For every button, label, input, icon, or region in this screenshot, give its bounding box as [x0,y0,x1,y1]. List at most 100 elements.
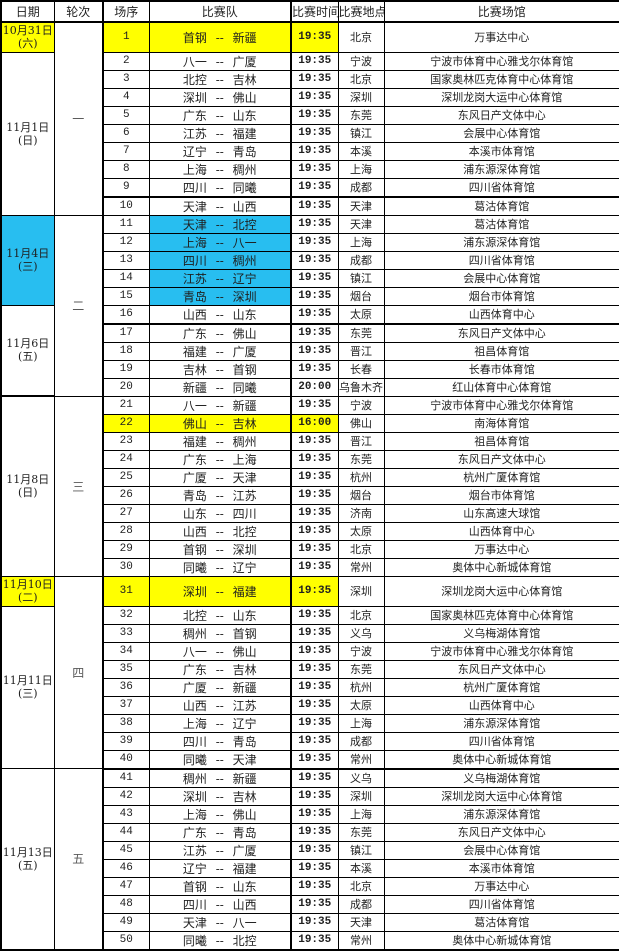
city-cell: 深圳 [337,786,385,806]
teams-cell: 佛山 -- 吉林 [148,413,292,433]
venue-cell: 祖昌体育馆 [383,341,619,361]
city-cell: 上海 [337,159,385,179]
venue-cell: 本溪市体育馆 [383,858,619,878]
teams-cell: 福建 -- 广厦 [148,341,292,361]
teams-cell: 青岛 -- 江苏 [148,485,292,505]
city-cell: 太原 [337,521,385,541]
match-row: 4 深圳 -- 佛山 19:35 深圳 深圳龙岗大运中心体育馆 [1,87,619,107]
teams-cell: 天津 -- 山西 [148,196,292,216]
city-cell: 晋江 [337,341,385,361]
teams-cell: 广厦 -- 天津 [148,467,292,487]
venue-cell: 东风日产文体中心 [383,323,619,343]
match-row: 22 佛山 -- 吉林 16:00 佛山 南海体育馆 [1,413,619,433]
city-cell: 北京 [337,21,385,53]
date-cell: 11月13日 (五) [0,768,55,950]
city-cell: 烟台 [337,286,385,306]
date-cell: 11月4日 (三) [0,214,55,306]
teams-cell: 新疆 -- 同曦 [148,377,292,397]
city-cell: 常州 [337,557,385,577]
teams-cell: 广东 -- 吉林 [148,659,292,679]
date-text: 11月6日 [6,337,50,351]
match-row: 13 四川 -- 稠州 19:35 成都 四川省体育馆 [1,250,619,270]
seq-cell: 41 [102,768,150,788]
venue-cell: 东风日产文体中心 [383,659,619,679]
teams-cell: 山东 -- 四川 [148,503,292,523]
city-cell: 义乌 [337,623,385,643]
match-row: 29 首钢 -- 深圳 19:35 北京 万事达中心 [1,539,619,559]
city-cell: 东莞 [337,105,385,125]
venue-cell: 浦东源深体育馆 [383,159,619,179]
teams-cell: 山西 -- 山东 [148,304,292,325]
match-row: 24 广东 -- 上海 19:35 东莞 东风日产文体中心 [1,449,619,469]
teams-cell: 山西 -- 北控 [148,521,292,541]
teams-cell: 广东 -- 上海 [148,449,292,469]
teams-cell: 广东 -- 青岛 [148,822,292,842]
seq-cell: 50 [102,930,150,950]
date-text: 11月10日 [2,578,53,591]
city-cell: 深圳 [337,575,385,607]
city-cell: 济南 [337,503,385,523]
seq-cell: 11 [102,214,150,234]
weekday-text: (三) [17,260,38,273]
time-cell: 19:35 [290,105,339,125]
time-cell: 19:35 [290,876,339,896]
venue-cell: 葛沽体育馆 [383,214,619,234]
match-row: 35 广东 -- 吉林 19:35 东莞 东风日产文体中心 [1,659,619,679]
time-cell: 19:35 [290,521,339,541]
time-cell: 19:35 [290,749,339,770]
venue-cell: 国家奥林匹克体育中心体育馆 [383,605,619,625]
city-cell: 北京 [337,876,385,896]
date-text: 11月11日 [2,674,53,688]
time-cell: 19:35 [290,449,339,469]
venue-cell: 会展中心体育馆 [383,123,619,143]
venue-cell: 宁波市体育中心雅戈尔体育馆 [383,395,619,415]
match-row: 20 新疆 -- 同曦 20:00 乌鲁木齐 红山体育中心体育馆 [1,377,619,397]
time-cell: 19:35 [290,822,339,842]
city-cell: 镇江 [337,268,385,288]
city-cell: 太原 [337,695,385,715]
seq-cell: 40 [102,749,150,770]
time-cell: 19:35 [290,713,339,733]
teams-cell: 四川 -- 山西 [148,894,292,914]
teams-cell: 深圳 -- 吉林 [148,786,292,806]
time-cell: 19:35 [290,123,339,143]
city-cell: 天津 [337,196,385,216]
time-cell: 19:35 [290,539,339,559]
header-row: 日期 轮次 场序 比赛队 比赛时间 比赛地点 比赛场馆 [0,0,619,23]
venue-cell: 奥体中心新城体育馆 [383,557,619,577]
teams-cell: 同曦 -- 北控 [148,930,292,950]
teams-cell: 天津 -- 八一 [148,912,292,932]
time-cell: 19:35 [290,768,339,788]
col-header-time: 比赛时间 [290,0,339,23]
seq-cell: 4 [102,87,150,107]
city-cell: 义乌 [337,768,385,788]
venue-cell: 义乌梅湖体育馆 [383,768,619,788]
col-header-seq: 场序 [102,0,150,23]
seq-cell: 30 [102,557,150,577]
teams-cell: 北控 -- 山东 [148,605,292,625]
teams-cell: 同曦 -- 辽宁 [148,557,292,577]
city-cell: 烟台 [337,485,385,505]
venue-cell: 本溪市体育馆 [383,141,619,161]
teams-cell: 四川 -- 青岛 [148,731,292,751]
time-cell: 19:35 [290,575,339,607]
match-row: 33 稠州 -- 首钢 19:35 义乌 义乌梅湖体育馆 [1,623,619,643]
teams-cell: 上海 -- 稠州 [148,159,292,179]
date-cell: 11月10日 (二) [0,575,55,607]
teams-cell: 天津 -- 北控 [148,214,292,234]
time-cell: 19:35 [290,677,339,697]
time-cell: 19:35 [290,431,339,451]
city-cell: 东莞 [337,323,385,343]
city-cell: 东莞 [337,822,385,842]
venue-cell: 国家奥林匹克体育中心体育馆 [383,69,619,89]
weekday-text: (二) [17,591,38,604]
match-row: 11月13日 (五) 五 41 稠州 -- 新疆 19:35 义乌 义乌梅湖体育馆 [0,768,619,950]
venue-cell: 东风日产文体中心 [383,822,619,842]
teams-cell: 广东 -- 佛山 [148,323,292,343]
venue-cell: 浦东源深体育馆 [383,804,619,824]
seq-cell: 39 [102,731,150,751]
city-cell: 晋江 [337,431,385,451]
time-cell: 19:35 [290,141,339,161]
teams-cell: 深圳 -- 福建 [148,575,292,607]
